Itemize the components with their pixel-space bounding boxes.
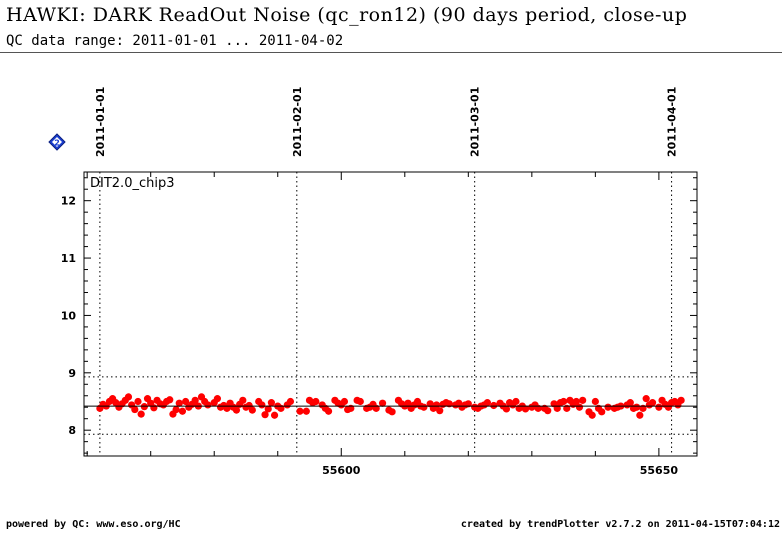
data-point — [642, 395, 650, 403]
data-point — [575, 403, 584, 411]
data-point — [131, 405, 139, 414]
data-point — [191, 396, 199, 404]
panel-label: DIT2.0_chip3 — [90, 176, 174, 191]
data-point — [636, 411, 644, 419]
data-point — [579, 396, 587, 404]
data-point — [356, 397, 364, 406]
data-point — [248, 406, 256, 414]
data-point — [124, 393, 133, 401]
reference-lines — [84, 376, 697, 435]
y-tick-label: 8 — [68, 424, 76, 437]
data-point — [134, 397, 142, 406]
data-point — [182, 397, 190, 406]
data-point — [270, 411, 279, 419]
header-divider — [0, 52, 782, 53]
data-point — [604, 403, 612, 411]
x-tick-label: 55600 — [322, 464, 361, 477]
data-point — [502, 405, 511, 413]
data-point — [633, 403, 641, 411]
data-point — [150, 404, 158, 412]
data-point — [261, 411, 269, 419]
data-point — [264, 405, 272, 413]
footer-created-by: created by trendPlotter v2.7.2 on 2011-0… — [460, 519, 780, 530]
data-point — [490, 401, 498, 410]
data-point — [140, 403, 148, 411]
data-point — [340, 397, 349, 406]
data-point — [648, 399, 657, 407]
x-tick-label: 55650 — [640, 464, 679, 477]
data-point — [420, 403, 428, 411]
data-point — [436, 407, 444, 415]
data-point — [432, 401, 441, 409]
data-point — [388, 408, 396, 416]
data-point — [286, 397, 295, 406]
data-point — [232, 406, 241, 414]
plot-border — [83, 171, 698, 457]
y-tick-label: 11 — [61, 252, 76, 265]
page-title: HAWKI: DARK ReadOut Noise (qc_ron12) (90… — [6, 4, 688, 26]
data-point — [588, 411, 596, 419]
data-point — [677, 396, 685, 404]
data-point — [175, 399, 183, 407]
data-point — [572, 397, 580, 406]
data-point — [267, 399, 275, 407]
date-markers: 2011-01-01 2011-02-01 2011-03-01 2011-04-01 — [94, 87, 679, 456]
data-point — [296, 407, 304, 415]
data-point — [213, 395, 221, 403]
data-point — [239, 396, 247, 404]
data-point — [137, 410, 145, 418]
svg-text:2: 2 — [54, 139, 60, 148]
data-point — [560, 397, 568, 406]
date-marker-label: 2011-03-01 — [469, 87, 482, 157]
data-point — [512, 397, 520, 406]
data-point — [178, 407, 187, 415]
date-marker-label: 2011-02-01 — [291, 87, 304, 157]
y-tick-label: 10 — [61, 309, 77, 322]
data-point — [521, 405, 530, 413]
data-point — [655, 403, 663, 411]
date-marker-label: 2011-04-01 — [666, 87, 679, 157]
data-point — [591, 397, 599, 406]
axes: 8 9 10 11 12 55600 55650 — [61, 172, 697, 477]
y-tick-label: 12 — [61, 195, 76, 208]
data-point — [166, 396, 174, 404]
data-point — [172, 405, 180, 414]
data-point — [483, 399, 491, 407]
plot-frame — [83, 171, 698, 457]
data-point — [378, 399, 387, 407]
data-point — [324, 407, 333, 415]
date-marker-label: 2011-01-01 — [94, 87, 107, 157]
data-point — [312, 397, 320, 406]
footer-powered-by: powered by QC: www.eso.org/HC — [6, 519, 181, 530]
data-point — [204, 401, 212, 409]
data-point — [404, 399, 412, 407]
data-point — [626, 399, 634, 407]
diamond-2-icon[interactable]: 2 — [48, 133, 66, 151]
data-point — [302, 407, 310, 415]
data-point — [598, 408, 606, 416]
y-tick-label: 9 — [68, 367, 76, 380]
data-point — [544, 407, 552, 415]
data-range-subtitle: QC data range: 2011-01-01 ... 2011-04-02 — [6, 33, 344, 49]
data-point — [258, 401, 266, 409]
